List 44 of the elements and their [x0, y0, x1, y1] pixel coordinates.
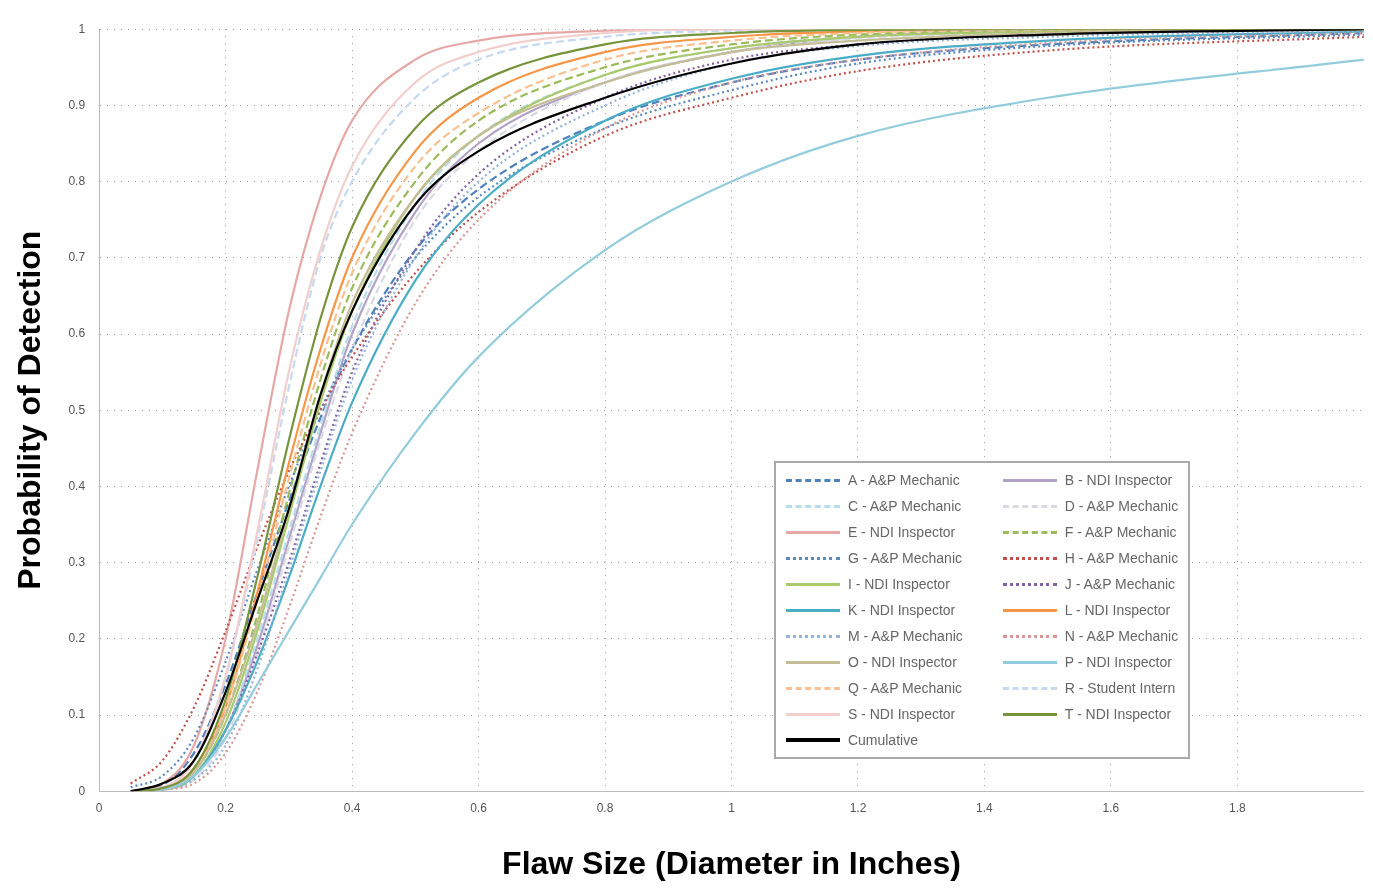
x-tick-label: 1	[728, 800, 736, 815]
x-tick-label: 1.2	[849, 800, 867, 815]
legend-label: Cumulative	[847, 732, 918, 749]
legend-label: G - A&P Mechanic	[847, 550, 963, 567]
legend-label: S - NDI Inspector	[847, 706, 956, 723]
legend-label: J - A&P Mechanic	[1064, 576, 1176, 593]
legend-label: T - NDI Inspector	[1064, 706, 1172, 723]
legend-label: O - NDI Inspector	[847, 654, 957, 671]
legend-label: P - NDI Inspector	[1064, 654, 1172, 671]
legend-label: N - A&P Mechanic	[1064, 628, 1179, 645]
legend-label: E - NDI Inspector	[847, 524, 956, 541]
y-tick-label: 0.3	[68, 554, 86, 569]
legend-label: H - A&P Mechanic	[1064, 550, 1179, 567]
x-tick-label: 0.2	[217, 800, 235, 815]
y-tick-label: 0.8	[68, 173, 86, 188]
y-axis-title: Probability of Detection	[11, 230, 48, 590]
legend-label: R - Student Intern	[1064, 680, 1176, 697]
x-tick-label: 0.4	[343, 800, 361, 815]
legend-label: I - NDI Inspector	[847, 576, 950, 593]
x-tick-label: 1.4	[976, 800, 994, 815]
y-tick-label: 0.1	[68, 707, 86, 722]
legend-label: A - A&P Mechanic	[847, 472, 960, 489]
y-tick-label: 1	[78, 21, 86, 36]
legend-label: M - A&P Mechanic	[847, 628, 963, 645]
y-tick-label: 0.5	[68, 402, 86, 417]
y-tick-label: 0.2	[68, 631, 86, 646]
y-tick-label: 0.4	[68, 478, 86, 493]
y-tick-label: 0.7	[68, 250, 86, 265]
x-tick-label: 1.6	[1102, 800, 1120, 815]
legend-label: Q - A&P Mechanic	[847, 680, 963, 697]
x-tick-label: 0	[95, 800, 103, 815]
x-tick-label: 1.8	[1229, 800, 1247, 815]
legend-label: F - A&P Mechanic	[1064, 524, 1177, 541]
legend-label: L - NDI Inspector	[1064, 602, 1171, 619]
x-tick-label: 0.8	[596, 800, 614, 815]
legend-label: K - NDI Inspector	[847, 602, 956, 619]
y-tick-label: 0.6	[68, 326, 86, 341]
legend-label: B - NDI Inspector	[1064, 472, 1173, 489]
legend-label: C - A&P Mechanic	[847, 498, 962, 515]
x-axis-title: Flaw Size (Diameter in Inches)	[502, 844, 961, 881]
y-tick-label: 0	[78, 783, 86, 798]
x-tick-label: 0.6	[470, 800, 488, 815]
legend-label: D - A&P Mechanic	[1064, 498, 1179, 515]
y-tick-label: 0.9	[68, 97, 86, 112]
